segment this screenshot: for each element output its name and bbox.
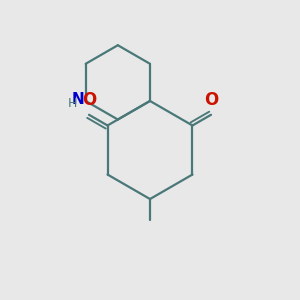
Text: O: O bbox=[204, 92, 218, 110]
Text: H: H bbox=[68, 98, 77, 110]
Text: O: O bbox=[82, 92, 96, 110]
Text: N: N bbox=[71, 92, 84, 107]
